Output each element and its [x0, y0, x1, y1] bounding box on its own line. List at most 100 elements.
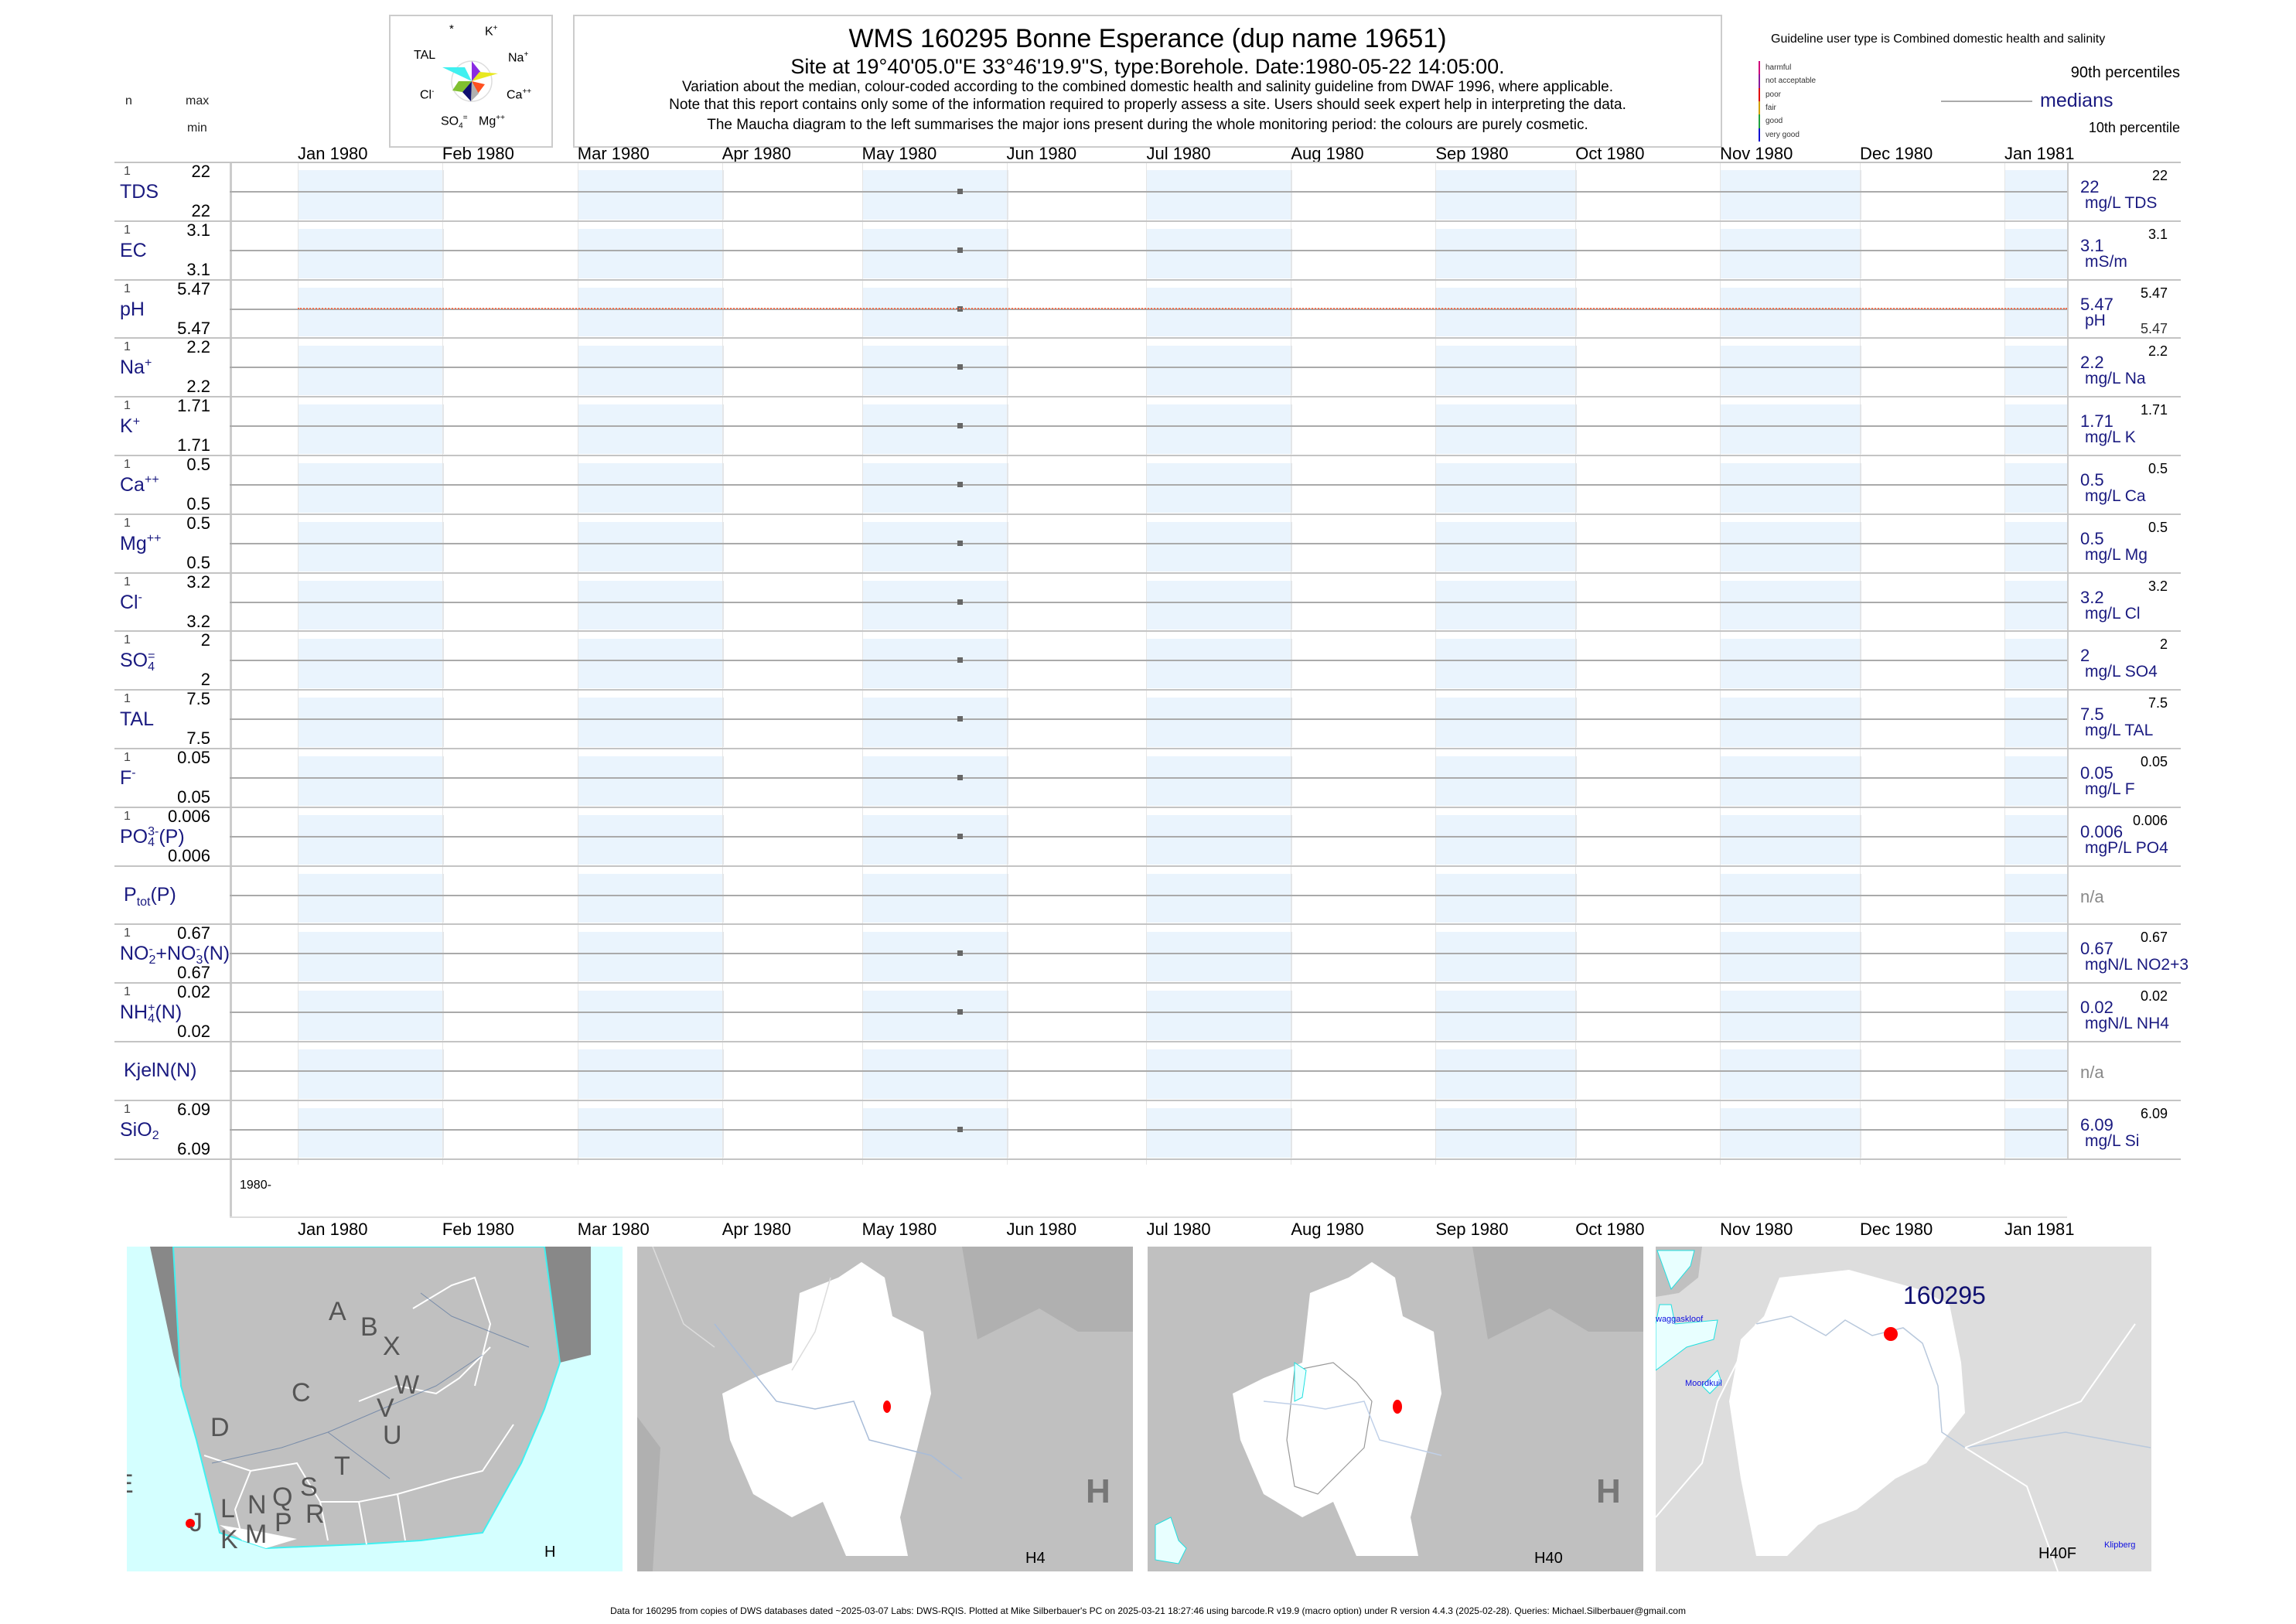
label-charge: 3- 4 [148, 825, 159, 849]
month-band [577, 991, 724, 1040]
year-label: 1980- [240, 1179, 271, 1192]
plot-right-border [2067, 162, 2069, 1158]
unit-label: mg/L Cl [2085, 604, 2141, 623]
month-band [1146, 756, 1293, 806]
percentile-90: 2 [2159, 636, 2168, 653]
month-band [1435, 228, 1578, 278]
median-line [230, 953, 2067, 955]
bottom-axis-label: Jan 1981 [2004, 1220, 2075, 1239]
label-subscript: 4 [148, 1012, 155, 1025]
month-band [577, 932, 724, 982]
parameter-label: SO = 4 [120, 650, 155, 673]
label-text: SO [120, 650, 148, 672]
drainage-region-label: L [220, 1494, 235, 1523]
month-band [298, 991, 444, 1040]
month-gridline [442, 162, 443, 1165]
label-superscript: 3- [148, 825, 159, 839]
data-point [957, 188, 964, 194]
month-band [1435, 991, 1578, 1040]
legend-p90: 90th percentiles [2070, 64, 2180, 81]
drainage-region-label: R [305, 1499, 325, 1529]
maucha-label-so4: SO4= [441, 114, 468, 131]
month-band [577, 521, 724, 571]
sample-count: 1 [124, 281, 131, 295]
sample-count: 1 [124, 751, 131, 764]
legend-class-label: not acceptable [1765, 77, 1817, 86]
ph-guideline-line [298, 307, 2067, 309]
row-divider [114, 865, 2181, 867]
month-band [298, 639, 444, 689]
row-min: 3.1 [186, 259, 210, 279]
month-band [1720, 1107, 1862, 1158]
month-band [1146, 287, 1293, 337]
label-superscript: + [148, 1001, 155, 1015]
percentile-90: 22 [2151, 168, 2168, 183]
month-band [861, 991, 1008, 1040]
top-axis-label: Aug 1980 [1291, 144, 1364, 163]
month-band [1435, 873, 1578, 923]
label-text: Ca [120, 474, 145, 496]
label-charge: - [138, 591, 142, 614]
label-subscript: 2 [148, 953, 156, 967]
month-band [861, 639, 1008, 689]
unit-label: mg/L Na [2085, 370, 2146, 388]
note-maucha: The Maucha diagram to the left summarise… [707, 117, 1588, 133]
month-band [1146, 521, 1293, 571]
month-band [1146, 228, 1293, 278]
drainage-region-label: B [360, 1312, 378, 1342]
maucha-label-cl: Cl- [420, 87, 435, 102]
month-band [2004, 698, 2069, 747]
row-min: 0.006 [167, 845, 210, 865]
guideline-text: Guideline user type is Combined domestic… [1771, 32, 2106, 46]
median-value: 0.67 [2080, 939, 2113, 959]
month-band [861, 698, 1008, 747]
unit-label: mg/L Ca [2085, 487, 2146, 505]
percentile-90: 0.05 [2140, 754, 2168, 769]
month-band [1720, 521, 1862, 571]
row-divider [114, 982, 2181, 984]
month-band [2004, 580, 2069, 630]
drainage-region-label: X [383, 1332, 401, 1361]
unit-label: mg/L K [2085, 428, 2136, 447]
bottom-axis-label: Feb 1980 [442, 1220, 514, 1239]
month-band [577, 463, 724, 513]
month-band [1720, 873, 1862, 923]
month-band [1720, 404, 1862, 454]
percentile-90: 3.2 [2148, 578, 2168, 594]
top-axis-label: Jan 1980 [298, 144, 368, 163]
label-text: SiO [120, 1118, 152, 1141]
label-charge: -2 [148, 942, 156, 967]
map-corner-label: H40 [1534, 1550, 1563, 1567]
label-charge: + [145, 357, 152, 380]
legend-class-label: harmful [1765, 63, 1792, 72]
unit-label: mgN/L NO2+3 [2085, 956, 2189, 974]
parameter-label: KjelN(N) [124, 1059, 196, 1082]
month-band [577, 1049, 724, 1099]
label-charge: ++ [146, 532, 162, 555]
month-gridline [2004, 162, 2005, 1165]
month-band [577, 228, 724, 278]
row-max: 3.1 [186, 220, 210, 240]
month-band [298, 346, 444, 396]
month-band [2004, 228, 2069, 278]
label-subscript [131, 779, 135, 790]
bottom-axis-label: Oct 1980 [1575, 1220, 1645, 1239]
row-max: 0.5 [186, 455, 210, 474]
label-superscript: ++ [146, 532, 162, 546]
parameter-label: F- [120, 767, 136, 790]
month-band [298, 287, 444, 337]
drainage-region-label: P [275, 1508, 292, 1537]
month-band [2004, 463, 2069, 513]
legend-color-bar [1759, 61, 1760, 75]
note-disclaimer: Note that this report contains only some… [669, 97, 1626, 113]
row-min: 0.5 [186, 494, 210, 513]
percentile-90: 2.2 [2148, 343, 2168, 360]
median-line [230, 308, 2067, 310]
unit-label: mg/L TDS [2085, 194, 2158, 212]
label-charge: +4 [148, 1001, 155, 1025]
month-band [1720, 698, 1862, 747]
label-superscript: - [148, 942, 153, 956]
percentile-90: 0.5 [2148, 519, 2168, 535]
row-divider [114, 162, 2181, 163]
month-band [1146, 932, 1293, 982]
